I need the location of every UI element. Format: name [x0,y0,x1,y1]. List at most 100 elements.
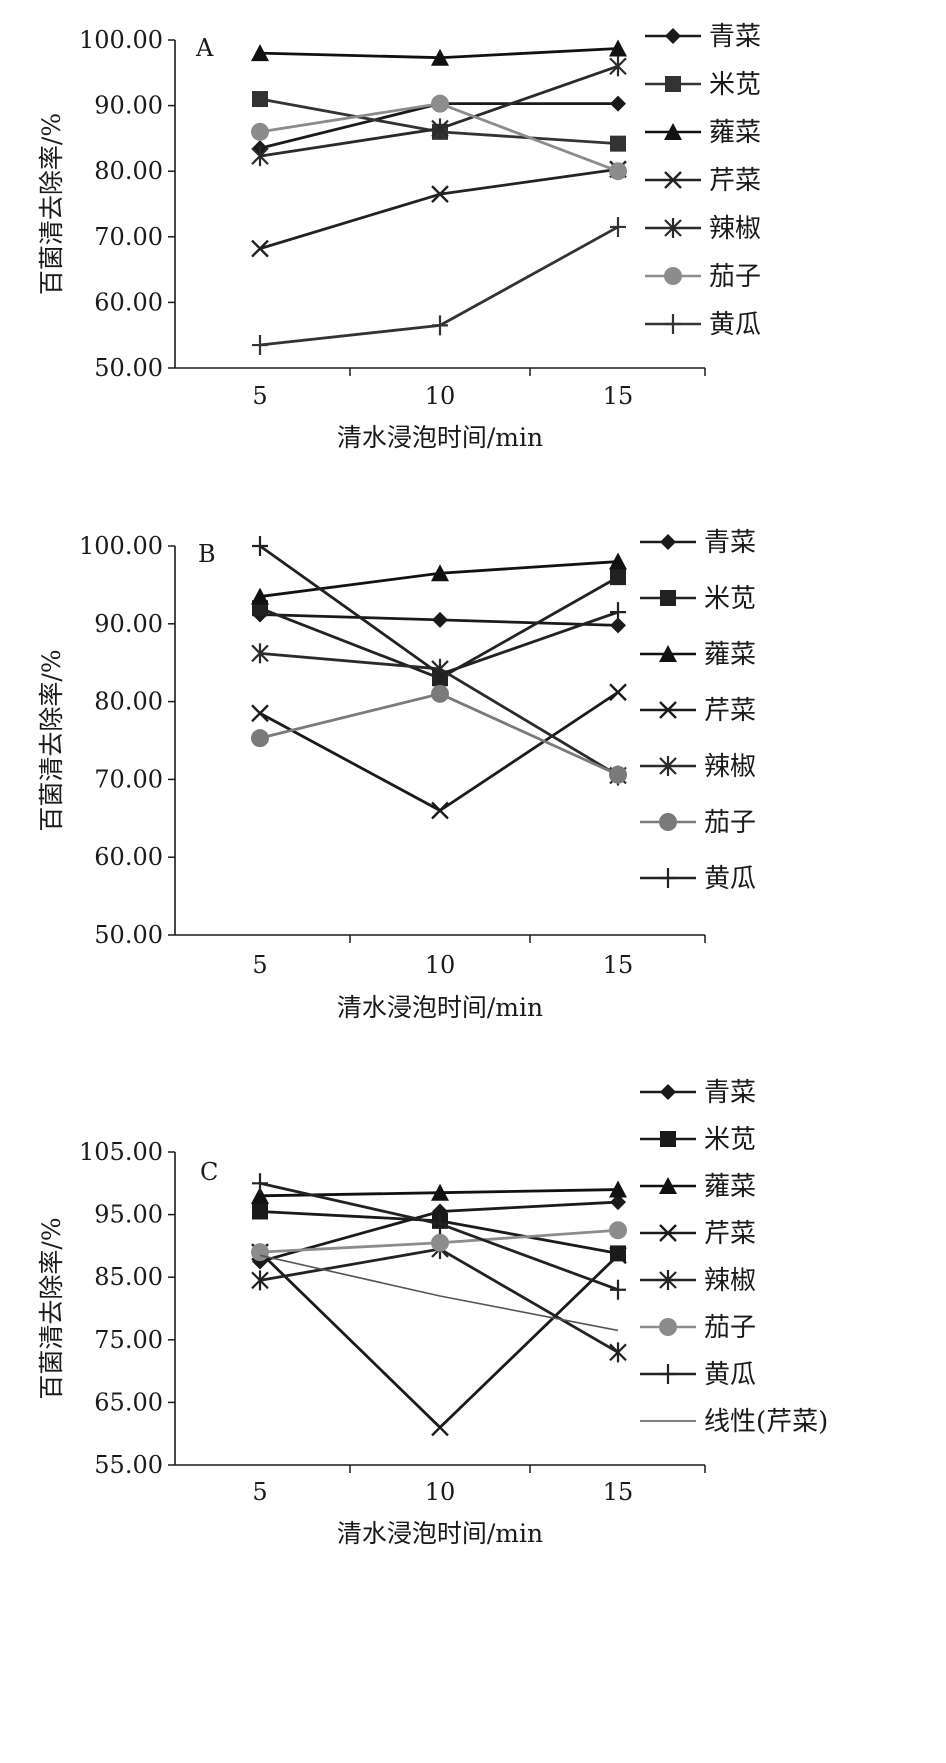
legend-entry-辣椒: 辣椒 [640,752,756,782]
data-point-蕹菜 [251,44,269,62]
legend-entry-茄子: 茄子 [640,808,756,838]
legend-label: 辣椒 [704,1266,756,1296]
data-point-米苋 [610,135,626,152]
legend-entry-青菜: 青菜 [640,528,756,558]
data-point-黄瓜 [252,536,268,556]
x-tick-label: 10 [425,951,456,979]
data-point-芹菜 [609,683,627,702]
data-point-legend-蕹菜 [659,1177,677,1194]
y-tick-label: 90.00 [94,92,163,120]
data-point-蕹菜 [609,552,627,570]
data-point-芹菜 [251,704,269,723]
y-tick-label: 80.00 [94,157,163,185]
chart-panel-C: 55.00 65.00 75.00 85.00 95.00 105.00 5 10 15 清水浸泡… [37,1078,828,1548]
y-tick-label: 100.00 [79,532,163,560]
x-axis-title: 清水浸泡时间/min [337,1519,543,1548]
data-point-茄子 [251,729,269,748]
data-point-茄子 [431,1233,449,1252]
legend-entry-青菜: 青菜 [645,22,761,52]
data-point-青菜 [432,611,448,628]
data-point-蕹菜 [431,48,449,66]
data-point-蕹菜 [251,1186,269,1204]
legend-entry-黄瓜: 黄瓜 [640,864,756,894]
data-point-黄瓜 [252,335,268,356]
chart-panel-B: 50.00 60.00 70.00 80.00 90.00 100.00 5 10 15 清水浸泡… [37,528,756,1022]
data-point-辣椒 [431,118,449,139]
legend-label: 黄瓜 [704,864,756,894]
legend-label: 米苋 [704,584,756,614]
legend-entry-芹菜: 芹菜 [645,166,761,196]
legend-entry-辣椒: 辣椒 [645,214,761,244]
legend-label: 辣椒 [704,752,756,782]
y-axis-title: 百菌清去除率/% [37,1217,66,1399]
legend-entry-辣椒: 辣椒 [640,1266,756,1296]
x-tick-label: 5 [252,951,267,979]
panel-label: A [195,34,214,62]
legend-entry-蕹菜: 蕹菜 [640,1172,756,1202]
data-point-legend-茄子 [664,267,682,285]
y-tick-label: 75.00 [94,1326,163,1354]
data-point-legend-蕹菜 [659,645,677,662]
data-point-legend-黄瓜 [660,1364,676,1384]
data-point-芹菜 [609,1246,627,1265]
data-point-黄瓜 [432,1213,448,1234]
data-point-黄瓜 [610,216,626,237]
y-tick-label: 95.00 [94,1201,163,1229]
data-point-茄子 [431,684,449,703]
data-point-辣椒 [609,56,627,77]
legend-entry-茄子: 茄子 [645,262,761,292]
data-point-辣椒 [251,146,269,167]
data-point-茄子 [609,162,627,181]
data-point-茄子 [251,1243,269,1262]
data-point-茄子 [609,1221,627,1240]
series-line-芹菜 [259,1251,619,1429]
legend-label: 青菜 [704,1078,756,1108]
data-point-legend-芹菜 [659,1224,677,1242]
data-point-黄瓜 [432,315,448,336]
data-point-legend-米苋 [660,1131,676,1147]
data-point-青菜 [610,617,626,634]
legend-entry-芹菜: 芹菜 [640,696,756,726]
chart-panel-A: 50.00 60.00 70.00 80.00 90.00 100.00 5 10 15 清水浸泡… [37,22,761,452]
data-point-legend-辣椒 [659,756,677,776]
data-point-青菜 [610,1194,626,1211]
legend-label: 线性(芹菜) [704,1407,828,1437]
data-point-黄瓜 [432,664,448,685]
series-line-辣椒 [259,1247,619,1354]
data-point-芹菜 [251,239,269,258]
y-tick-label: 70.00 [94,223,163,251]
y-tick-label: 105.00 [79,1138,163,1166]
legend-label: 茄子 [709,262,761,292]
legend-label: 蕹菜 [709,118,761,148]
x-tick-label: 5 [252,382,267,410]
data-point-辣椒 [609,1342,627,1363]
data-point-茄子 [251,122,269,141]
legend-label: 蕹菜 [704,640,756,670]
y-tick-label: 60.00 [94,843,163,871]
data-point-蕹菜 [609,1180,627,1198]
data-point-黄瓜 [252,1173,268,1194]
data-point-茄子 [431,94,449,113]
y-axis-title: 百菌清去除率/% [37,113,66,295]
legend-entry-芹菜: 芹菜 [640,1219,756,1249]
data-point-legend-黄瓜 [665,314,681,334]
series-line-茄子 [259,692,619,777]
panel-label: B [198,540,216,568]
data-point-legend-青菜 [660,1084,676,1100]
data-point-芹菜 [431,801,449,820]
legend-label: 辣椒 [709,214,761,244]
data-point-legend-芹菜 [664,171,682,189]
panel-label: C [200,1158,218,1186]
data-point-legend-辣椒 [664,218,682,238]
legend-entry-茄子: 茄子 [640,1313,756,1343]
data-point-蕹菜 [609,39,627,57]
x-axis-title: 清水浸泡时间/min [337,423,543,452]
data-point-黄瓜 [610,602,626,623]
data-point-辣椒 [251,643,269,664]
data-point-芹菜 [431,185,449,204]
legend-label: 米苋 [709,70,761,100]
y-tick-label: 55.00 [94,1451,163,1479]
x-tick-label: 15 [603,382,634,410]
x-axis-title: 清水浸泡时间/min [337,993,543,1022]
